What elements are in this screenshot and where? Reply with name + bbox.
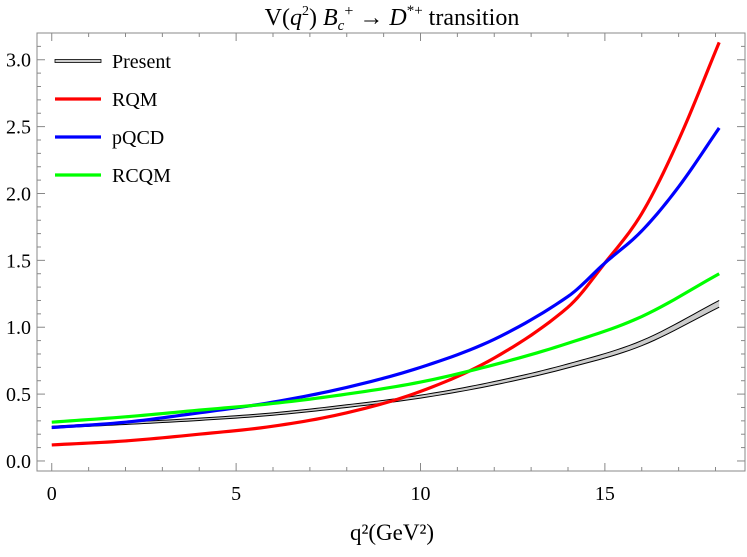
legend-item-pqcd: pQCD bbox=[55, 127, 164, 149]
chart-title: V(q2) Bc+ → D*+ transition bbox=[265, 3, 520, 34]
x-tick-label: 10 bbox=[411, 483, 431, 505]
series-present-band bbox=[51, 300, 720, 429]
plot-area bbox=[51, 41, 721, 447]
x-tick-label: 15 bbox=[595, 483, 615, 505]
legend-item-rcqm: RCQM bbox=[55, 165, 171, 187]
y-tick-label: 0.5 bbox=[6, 384, 31, 406]
legend-label: Present bbox=[112, 51, 171, 73]
x-axis-label: q²(GeV²) bbox=[350, 520, 434, 545]
x-tick-label: 0 bbox=[47, 483, 57, 505]
legend-swatch bbox=[54, 59, 102, 63]
x-tick-labels: 0 5 10 15 bbox=[47, 483, 615, 505]
legend-item-present: Present bbox=[54, 51, 171, 73]
y-tick-label: 1.0 bbox=[6, 317, 31, 339]
y-tick-label: 1.5 bbox=[6, 250, 31, 272]
legend: Present RQM pQCD RCQM bbox=[54, 51, 171, 187]
legend-label: RQM bbox=[112, 89, 158, 111]
series-pqcd-line bbox=[51, 127, 721, 430]
y-tick-label: 2.5 bbox=[6, 117, 31, 139]
legend-label: pQCD bbox=[112, 127, 164, 149]
series-present-upper-line bbox=[51, 300, 720, 427]
y-tick-label: 3.0 bbox=[6, 50, 31, 72]
plot-frame bbox=[36, 32, 746, 472]
y-tick-label: 0.0 bbox=[6, 451, 31, 473]
legend-item-rqm: RQM bbox=[55, 89, 158, 111]
y-tick-label: 2.0 bbox=[6, 183, 31, 205]
series-rcqm-line bbox=[51, 272, 720, 424]
x-tick-label: 5 bbox=[231, 483, 241, 505]
axis-ticks bbox=[37, 32, 745, 471]
y-tick-labels: 0.0 0.5 1.0 1.5 2.0 2.5 3.0 bbox=[6, 50, 31, 473]
series-rqm-line bbox=[51, 41, 721, 447]
legend-label: RCQM bbox=[112, 165, 171, 187]
